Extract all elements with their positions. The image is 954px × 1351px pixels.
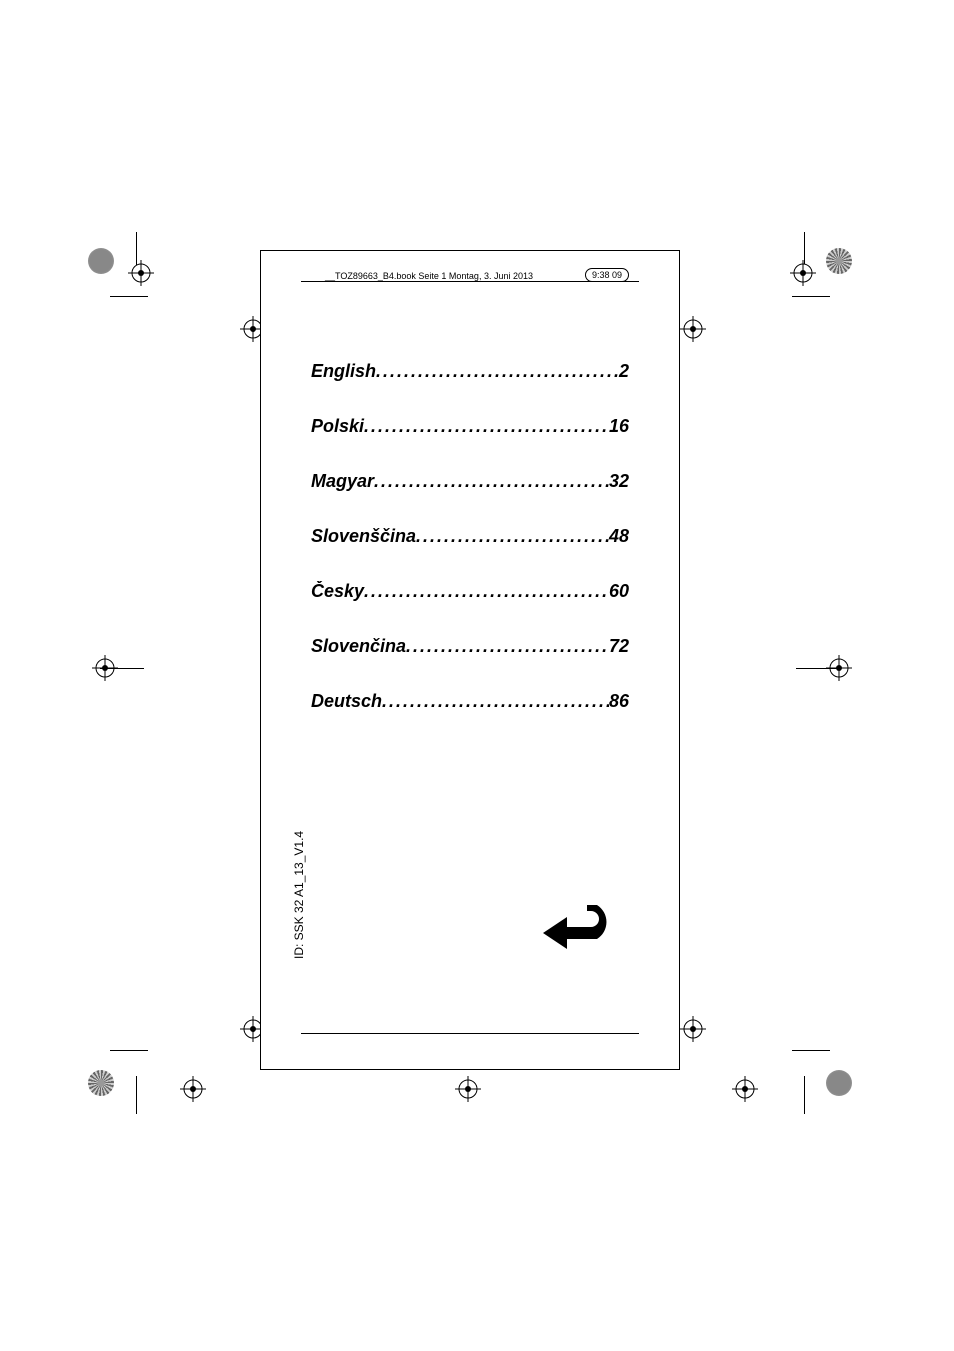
toc-label: Deutsch <box>311 691 382 712</box>
registration-target-icon <box>732 1076 758 1102</box>
crop-mark <box>110 296 148 297</box>
crop-mark <box>110 1050 148 1051</box>
toc-page: 2 <box>619 361 629 382</box>
crop-mark <box>100 668 144 669</box>
registration-target-icon <box>455 1076 481 1102</box>
crop-mark <box>792 1050 830 1051</box>
reg-circle-bottom-right <box>826 1070 852 1096</box>
table-of-contents: English ................................… <box>311 361 629 746</box>
toc-page: 48 <box>609 526 629 547</box>
toc-dots: ........................................… <box>364 416 609 437</box>
header-timestamp: 9:38 09 <box>585 268 629 282</box>
toc-label: Slovenščina <box>311 526 416 547</box>
reg-circle-bottom-left <box>88 1070 114 1096</box>
registration-target-icon <box>180 1076 206 1102</box>
running-header-text: __TOZ89663_B4.book Seite 1 Montag, 3. Ju… <box>321 271 537 281</box>
toc-dots: ........................................… <box>416 526 609 547</box>
turn-back-arrow-icon <box>539 899 609 949</box>
toc-entry: Polski .................................… <box>311 416 629 437</box>
toc-page: 16 <box>609 416 629 437</box>
crop-mark <box>136 1076 137 1114</box>
document-id-vertical: ID: SSK 32 A1_13_V1.4 <box>292 831 306 959</box>
toc-entry: Deutsch ................................… <box>311 691 629 712</box>
crop-mark <box>796 668 840 669</box>
reg-circle-top-right <box>826 248 852 274</box>
toc-label: Česky <box>311 581 364 602</box>
toc-dots: ........................................… <box>376 361 619 382</box>
toc-page: 86 <box>609 691 629 712</box>
registration-target-icon <box>128 260 154 286</box>
toc-dots: ........................................… <box>364 581 609 602</box>
toc-label: Magyar <box>311 471 374 492</box>
footer-rule <box>301 1033 639 1034</box>
toc-entry: Česky ..................................… <box>311 581 629 602</box>
toc-entry: English ................................… <box>311 361 629 382</box>
toc-label: Slovenčina <box>311 636 406 657</box>
document-page: __TOZ89663_B4.book Seite 1 Montag, 3. Ju… <box>260 250 680 1070</box>
registration-target-icon <box>790 260 816 286</box>
registration-target-icon <box>680 316 706 342</box>
toc-dots: ........................................… <box>374 471 609 492</box>
toc-entry: Slovenčina .............................… <box>311 636 629 657</box>
crop-mark <box>792 296 830 297</box>
reg-circle-top-left <box>88 248 114 274</box>
toc-page: 72 <box>609 636 629 657</box>
toc-label: English <box>311 361 376 382</box>
toc-page: 60 <box>609 581 629 602</box>
registration-target-icon <box>680 1016 706 1042</box>
toc-entry: Magyar .................................… <box>311 471 629 492</box>
toc-dots: ........................................… <box>406 636 609 657</box>
toc-entry: Slovenščina ............................… <box>311 526 629 547</box>
toc-page: 32 <box>609 471 629 492</box>
toc-label: Polski <box>311 416 364 437</box>
crop-mark <box>804 1076 805 1114</box>
toc-dots: ........................................… <box>382 691 609 712</box>
